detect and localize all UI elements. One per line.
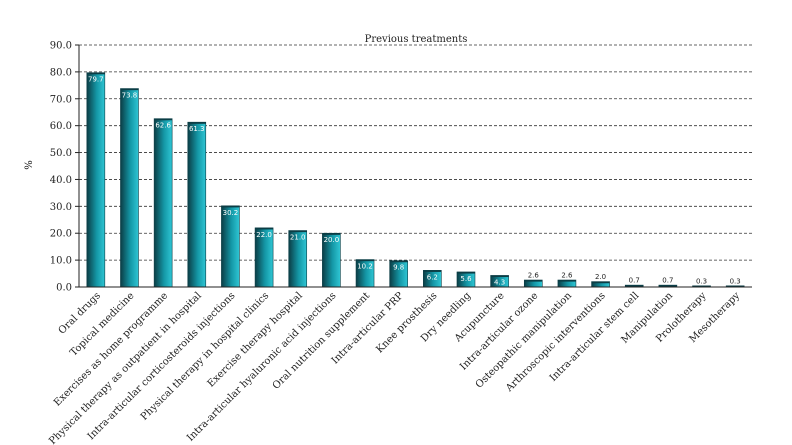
bar xyxy=(120,88,139,288)
bar xyxy=(86,72,106,288)
data-label: 73.8 xyxy=(122,92,138,100)
data-label: 30.2 xyxy=(223,209,239,217)
bar-cap xyxy=(625,285,644,287)
bar-cap xyxy=(322,233,341,235)
data-label: 2.0 xyxy=(595,273,606,281)
data-label: 2.6 xyxy=(561,272,573,280)
bar-cap xyxy=(692,285,711,287)
bar-cap xyxy=(524,280,543,282)
bar-cap xyxy=(154,118,173,121)
data-label: 20.0 xyxy=(324,236,340,244)
y-tick-label: 90.0 xyxy=(50,41,72,52)
data-label: 2.6 xyxy=(528,272,540,280)
x-category-label: Physical therapy in hospital clinics xyxy=(139,290,271,422)
data-label: 5.6 xyxy=(460,275,472,283)
bar-cap xyxy=(86,72,105,75)
bar-cap xyxy=(389,260,408,263)
y-tick-label: 20.0 xyxy=(50,229,72,240)
gridlines xyxy=(79,44,752,261)
bar-cap xyxy=(726,285,745,287)
data-label: 61.3 xyxy=(189,125,205,133)
data-label: 0.7 xyxy=(629,277,640,285)
x-category-label: Topical medicine xyxy=(68,290,136,358)
y-axis-label: % xyxy=(24,160,35,170)
data-label: 0.3 xyxy=(730,278,741,286)
bar-cap xyxy=(423,270,442,272)
bar-cap xyxy=(120,88,139,91)
bar-cap xyxy=(557,280,576,282)
bar xyxy=(153,118,173,288)
y-tick-label: 80.0 xyxy=(50,67,72,78)
bar-cap xyxy=(456,271,475,274)
bars: 79.7 73.8 62.6 61.3 30.2 22.0 21.0 20.0 10.2 9.8 6… xyxy=(86,72,745,288)
chart-title: Previous treatments xyxy=(365,34,468,45)
bar-cap xyxy=(255,227,274,230)
bar-cap xyxy=(591,281,610,284)
y-tick-label: 70.0 xyxy=(50,94,72,105)
y-tick-label: 50.0 xyxy=(50,148,72,159)
bar xyxy=(187,121,207,288)
y-tick-label: 40.0 xyxy=(50,175,72,186)
bar xyxy=(221,205,240,288)
data-label: 22.0 xyxy=(256,231,272,239)
axes: 0.010.020.030.040.050.060.070.080.090.0O… xyxy=(47,41,752,445)
bar-cap xyxy=(221,205,240,208)
data-label: 10.2 xyxy=(357,263,373,271)
y-tick-label: 10.0 xyxy=(50,256,72,267)
y-tick-label: 60.0 xyxy=(50,121,72,132)
data-label: 62.6 xyxy=(155,122,171,130)
bar-cap xyxy=(187,122,206,124)
bar-cap xyxy=(356,259,375,262)
bar-cap xyxy=(658,285,677,287)
bar-cap xyxy=(490,275,509,278)
x-category-label: Knee prosthesis xyxy=(374,290,439,355)
data-label: 79.7 xyxy=(88,76,104,84)
data-label: 0.7 xyxy=(662,277,673,285)
data-label: 9.8 xyxy=(393,264,404,272)
data-label: 4.3 xyxy=(494,278,505,286)
data-label: 21.0 xyxy=(290,234,306,242)
data-label: 0.3 xyxy=(696,278,707,286)
data-label: 6.2 xyxy=(427,273,438,281)
y-tick-label: 0.0 xyxy=(56,283,72,294)
y-tick-label: 30.0 xyxy=(50,202,72,213)
bar-cap xyxy=(288,230,307,233)
